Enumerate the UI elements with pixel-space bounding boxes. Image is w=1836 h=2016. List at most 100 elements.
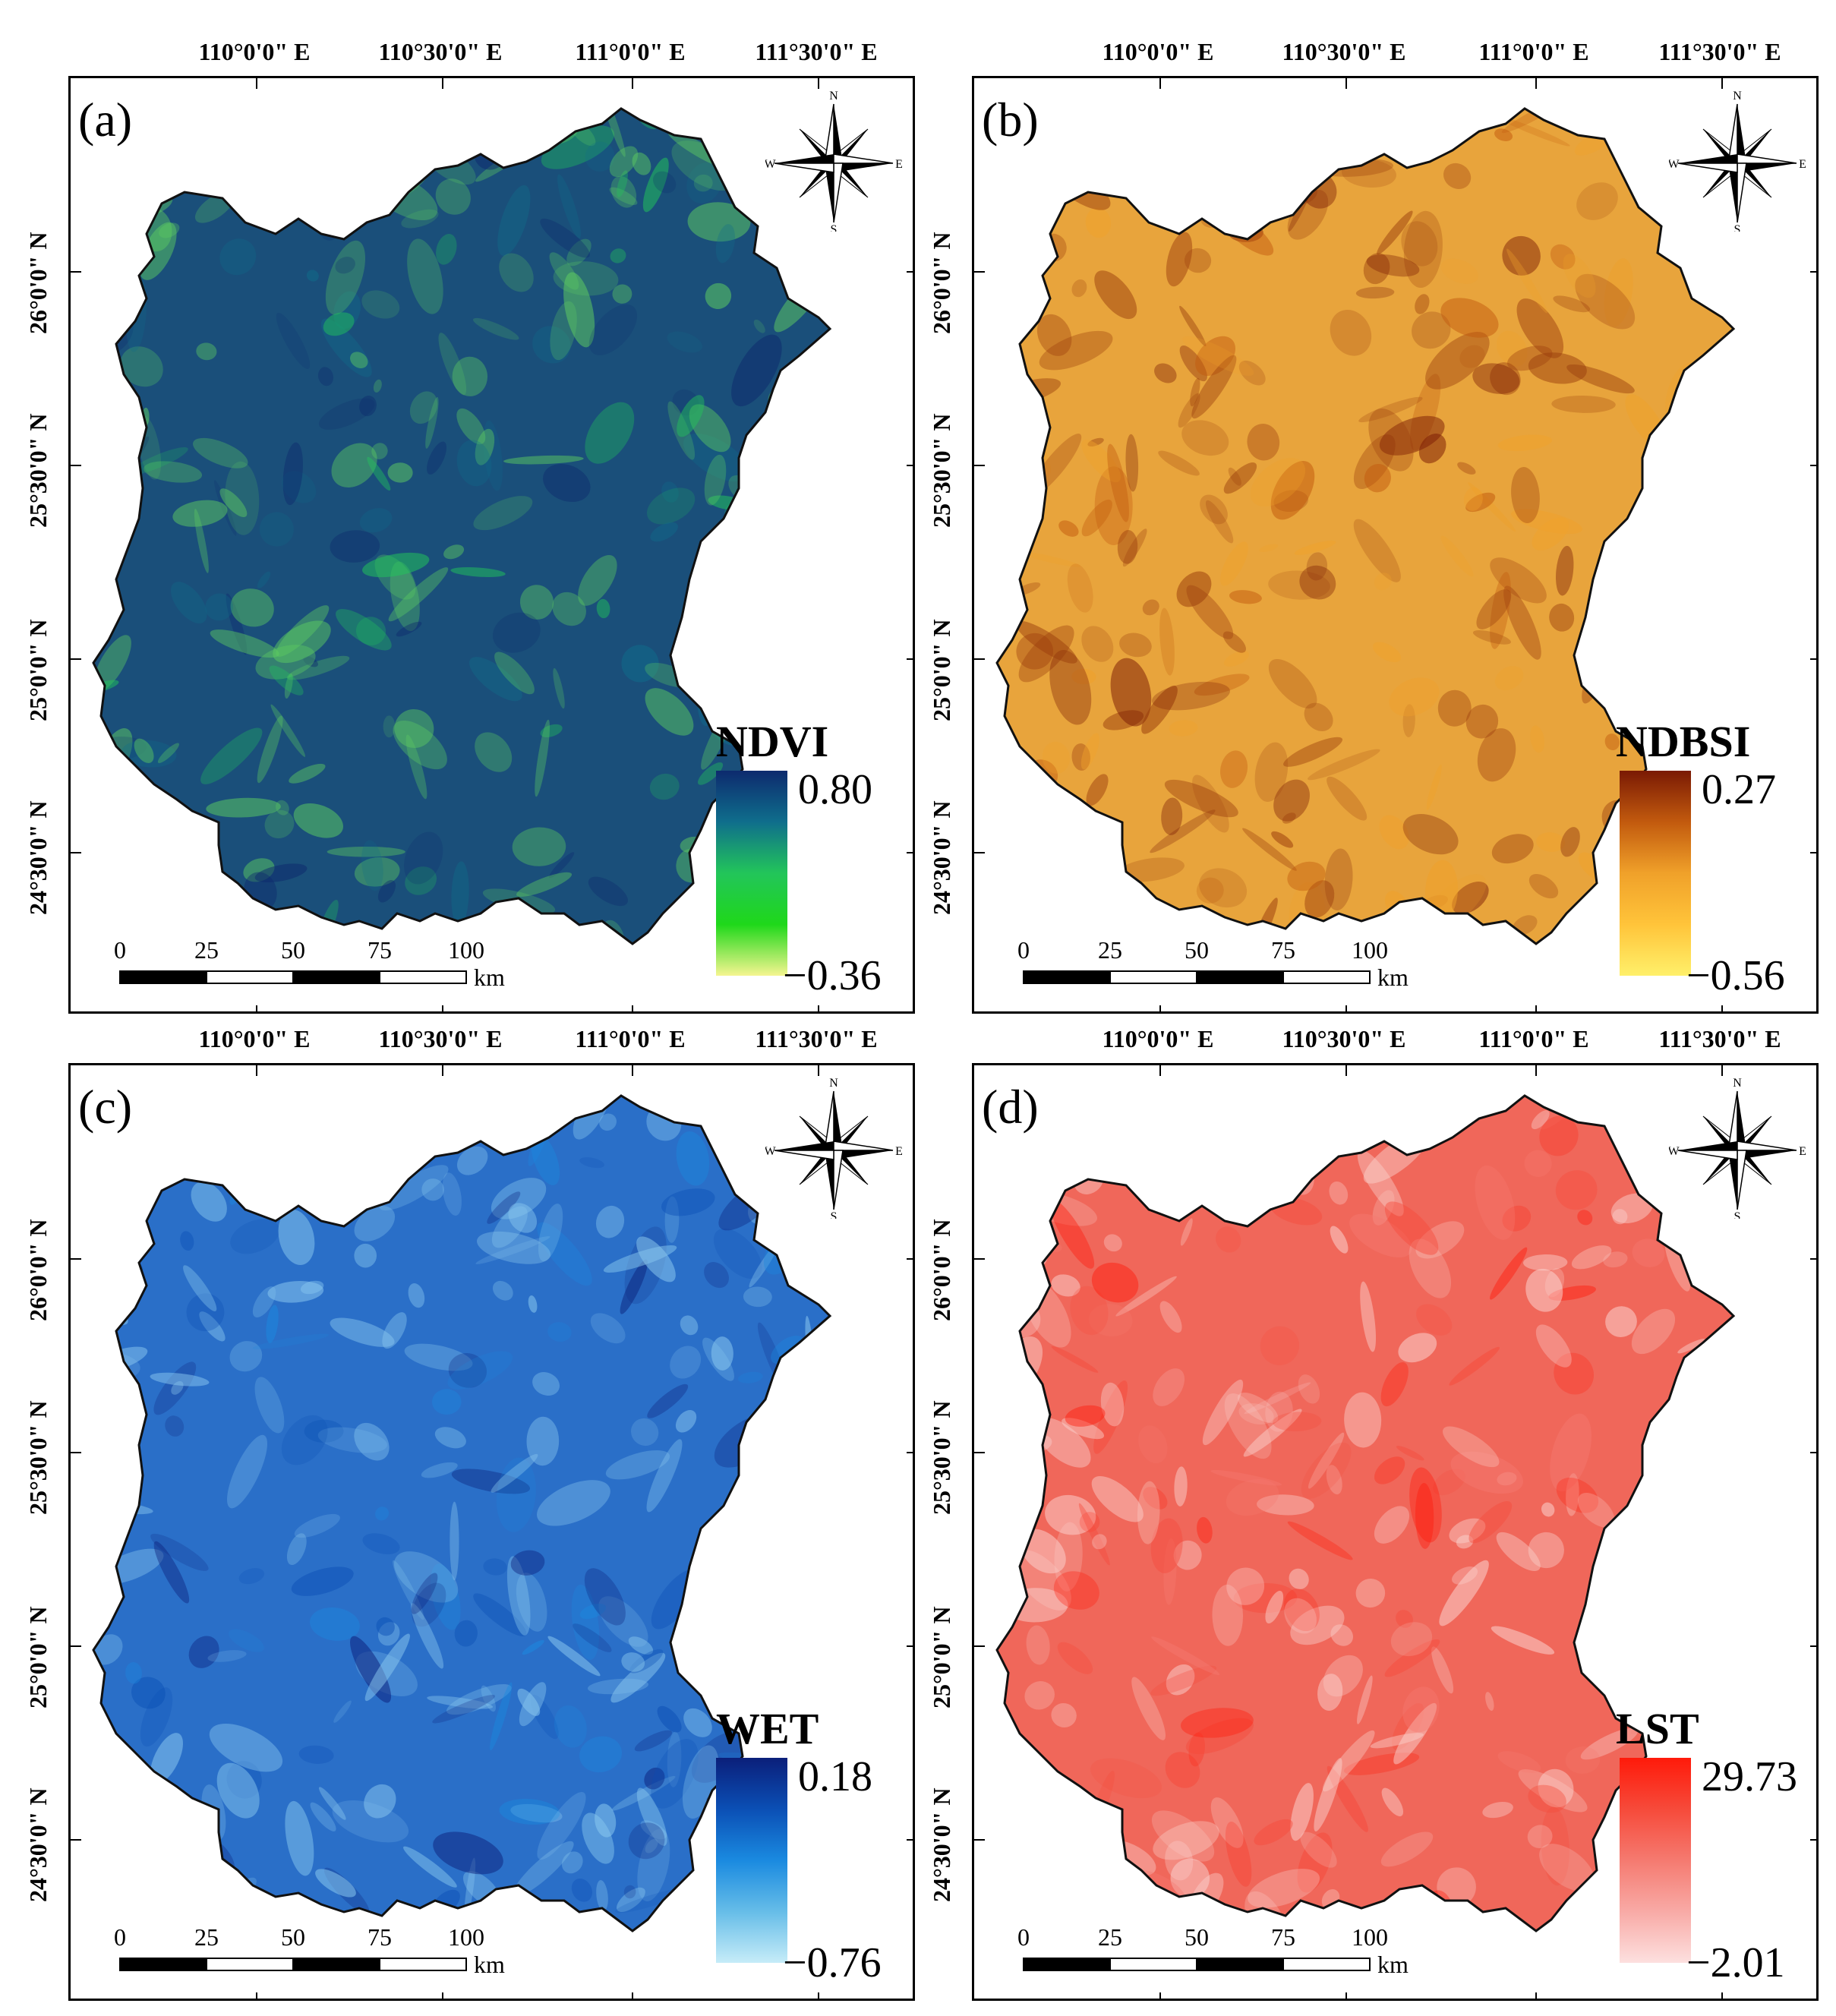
- legend-max-value: 0.27: [1702, 766, 1776, 813]
- latitude-label: 24°30'0" N: [928, 800, 955, 915]
- map-region: [974, 78, 1816, 1011]
- scale-tick-label: 0: [1017, 1923, 1030, 1951]
- longitude-label: 111°0'0" E: [575, 38, 686, 65]
- legend-min-value: −2.01: [1686, 1939, 1785, 1986]
- scale-bar: 0 25 50 75 100 km: [114, 936, 505, 993]
- longitude-label: 111°0'0" E: [1478, 38, 1589, 65]
- longitude-label: 111°30'0" E: [1658, 38, 1781, 65]
- scale-segment: [206, 1958, 294, 1971]
- scale-tick-label: 100: [1352, 1923, 1388, 1951]
- longitude-label: 110°0'0" E: [198, 38, 311, 65]
- longitude-label: 111°30'0" E: [755, 38, 878, 65]
- compass-s: S: [1734, 1210, 1741, 1219]
- legend-title: NDVI: [716, 717, 829, 766]
- panel-label: (a): [78, 93, 133, 147]
- compass-e: E: [1799, 1145, 1806, 1158]
- latitude-label: 26°0'0" N: [928, 1219, 955, 1321]
- latitude-label: 25°0'0" N: [928, 619, 955, 721]
- scale-bar: 0 25 50 75 100 km: [1017, 1923, 1409, 1980]
- scale-segment: [1109, 970, 1197, 984]
- scale-unit-label: km: [474, 1951, 505, 1978]
- compass-w: W: [1669, 1145, 1680, 1158]
- compass-w: W: [765, 1145, 776, 1158]
- scale-tick-label: 100: [448, 936, 484, 964]
- scale-tick-label: 75: [1271, 1923, 1295, 1951]
- latitude-label: 25°0'0" N: [24, 619, 52, 721]
- scale-tick-label: 0: [114, 936, 126, 964]
- legend-color-ramp: [1620, 771, 1691, 976]
- legend-max-value: 0.18: [798, 1753, 872, 1800]
- compass-w: W: [1669, 158, 1680, 171]
- longitude-label: 110°30'0" E: [1282, 1025, 1406, 1052]
- scale-unit-label: km: [1377, 1951, 1409, 1978]
- map-region: [71, 1065, 913, 1999]
- latitude-label: 26°0'0" N: [928, 232, 955, 334]
- legend-color-ramp: [716, 1758, 787, 1963]
- latitude-label: 26°0'0" N: [24, 232, 52, 334]
- compass-e: E: [1799, 158, 1806, 171]
- legend-title: WET: [716, 1704, 819, 1753]
- scale-bar: 0 25 50 75 100 km: [114, 1923, 505, 1980]
- latitude-label: 24°30'0" N: [928, 1787, 955, 1902]
- latitude-label: 25°30'0" N: [24, 1400, 52, 1515]
- longitude-label: 110°30'0" E: [378, 38, 503, 65]
- longitude-label: 111°30'0" E: [1658, 1025, 1781, 1052]
- compass-e: E: [895, 158, 902, 171]
- map-region: [974, 1065, 1816, 1999]
- scale-segment: [1196, 970, 1284, 984]
- legend-max-value: 29.73: [1702, 1753, 1797, 1800]
- region-boundary: [995, 1094, 1736, 1932]
- latitude-label: 25°30'0" N: [24, 413, 52, 528]
- north-arrow-icon: N S E W: [764, 1074, 902, 1223]
- scale-tick-label: 50: [1185, 936, 1209, 964]
- latitude-label: 26°0'0" N: [24, 1219, 52, 1321]
- latitude-label: 25°0'0" N: [928, 1606, 955, 1708]
- longitude-label: 111°0'0" E: [575, 1025, 686, 1052]
- longitude-label: 110°30'0" E: [1282, 38, 1406, 65]
- scale-tick-label: 25: [1098, 1923, 1122, 1951]
- scale-segment: [1196, 1958, 1284, 1971]
- latitude-label: 25°0'0" N: [24, 1606, 52, 1708]
- scale-segment: [1023, 970, 1111, 984]
- scale-unit-label: km: [1377, 964, 1409, 991]
- scale-tick-label: 75: [368, 1923, 392, 1951]
- scale-tick-label: 25: [1098, 936, 1122, 964]
- compass-s: S: [831, 223, 838, 232]
- legend-color-ramp: [716, 771, 787, 976]
- scale-tick-label: 100: [448, 1923, 484, 1951]
- latitude-label: 24°30'0" N: [24, 1787, 52, 1902]
- region-boundary: [995, 107, 1736, 945]
- scale-segment: [119, 970, 207, 984]
- scale-segment: [379, 970, 467, 984]
- scale-tick-label: 25: [194, 1923, 219, 1951]
- north-arrow-icon: N S E W: [764, 87, 902, 236]
- region-boundary: [92, 1094, 832, 1932]
- longitude-label: 111°0'0" E: [1478, 1025, 1589, 1052]
- scale-segment: [379, 1958, 467, 1971]
- scale-tick-label: 25: [194, 936, 219, 964]
- compass-n: N: [829, 90, 838, 103]
- legend-title: LST: [1616, 1704, 1699, 1753]
- legend-min-value: −0.76: [783, 1939, 882, 1986]
- panel-label: (b): [982, 93, 1039, 147]
- scale-segment: [119, 1958, 207, 1971]
- longitude-label: 110°0'0" E: [198, 1025, 311, 1052]
- compass-s: S: [831, 1210, 838, 1219]
- legend-color-ramp: [1620, 1758, 1691, 1963]
- panel-label: (c): [78, 1080, 133, 1134]
- compass-w: W: [765, 158, 776, 171]
- latitude-label: 24°30'0" N: [24, 800, 52, 915]
- scale-tick-label: 0: [114, 1923, 126, 1951]
- compass-n: N: [829, 1077, 838, 1090]
- legend-min-value: −0.56: [1686, 952, 1785, 999]
- scale-tick-label: 0: [1017, 936, 1030, 964]
- region-boundary: [92, 107, 832, 945]
- legend-min-value: −0.36: [783, 952, 882, 999]
- scale-segment: [1282, 1958, 1371, 1971]
- panel-label: (d): [982, 1080, 1039, 1134]
- scale-tick-label: 100: [1352, 936, 1388, 964]
- compass-s: S: [1734, 223, 1741, 232]
